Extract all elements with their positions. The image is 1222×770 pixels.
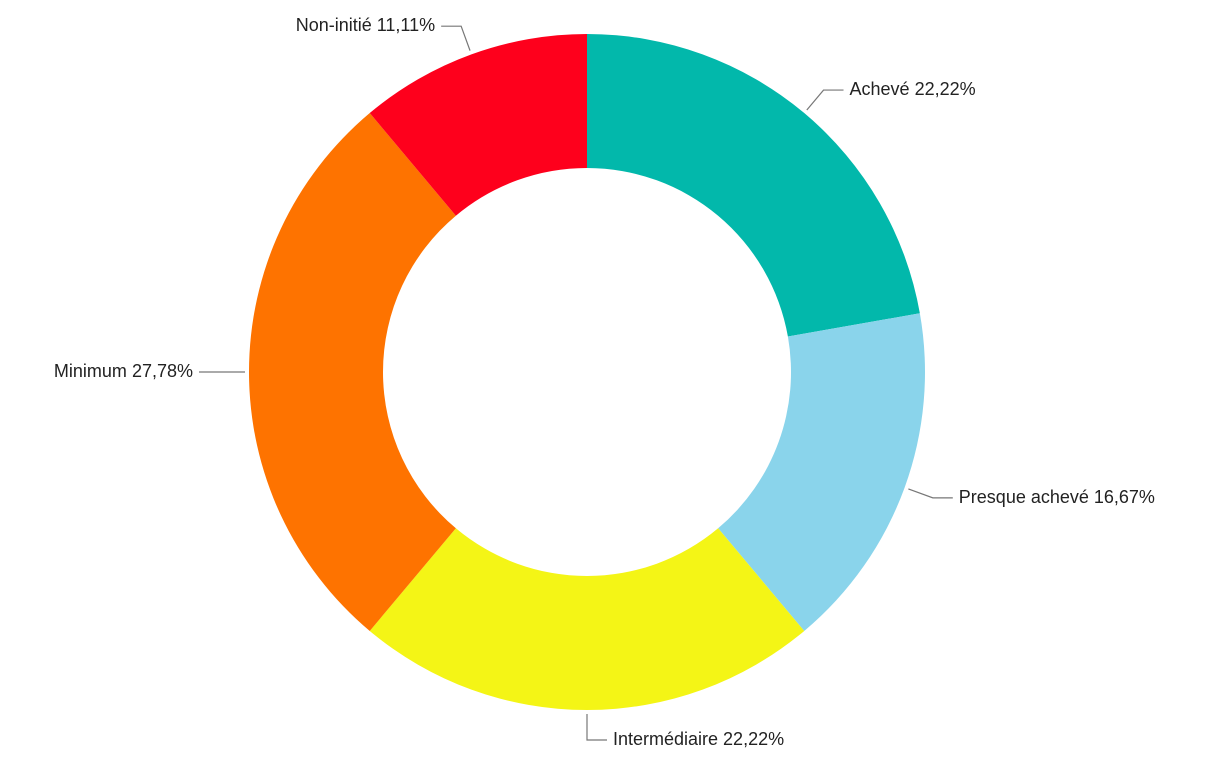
slice-category: Minimum: [54, 361, 127, 381]
slice-value: 22,22%: [723, 729, 784, 749]
slice-label: Minimum 27,78%: [54, 361, 193, 381]
donut-slice: [718, 313, 925, 631]
slice-label: Achevé 22,22%: [850, 79, 976, 99]
leader-line: [908, 488, 953, 499]
slice-category: Achevé: [850, 79, 910, 99]
donut-slice: [587, 34, 920, 337]
donut-slice: [369, 528, 805, 710]
donut-slice: [249, 113, 456, 631]
slice-label: Intermédiaire 22,22%: [613, 729, 784, 749]
leader-line: [441, 25, 471, 51]
slice-value: 16,67%: [1094, 487, 1155, 507]
slice-label: Non-initié 11,11%: [296, 15, 435, 35]
slice-value: 22,22%: [915, 79, 976, 99]
slice-value: 27,78%: [132, 361, 193, 381]
leader-line: [586, 714, 607, 741]
donut-slice: [369, 34, 587, 216]
leader-line: [806, 89, 844, 111]
slice-category: Non-initié: [296, 15, 372, 35]
slice-category: Intermédiaire: [613, 729, 718, 749]
slice-category: Presque achevé: [959, 487, 1089, 507]
slice-value: 11,11%: [377, 15, 435, 35]
slice-label: Presque achevé 16,67%: [959, 487, 1155, 507]
